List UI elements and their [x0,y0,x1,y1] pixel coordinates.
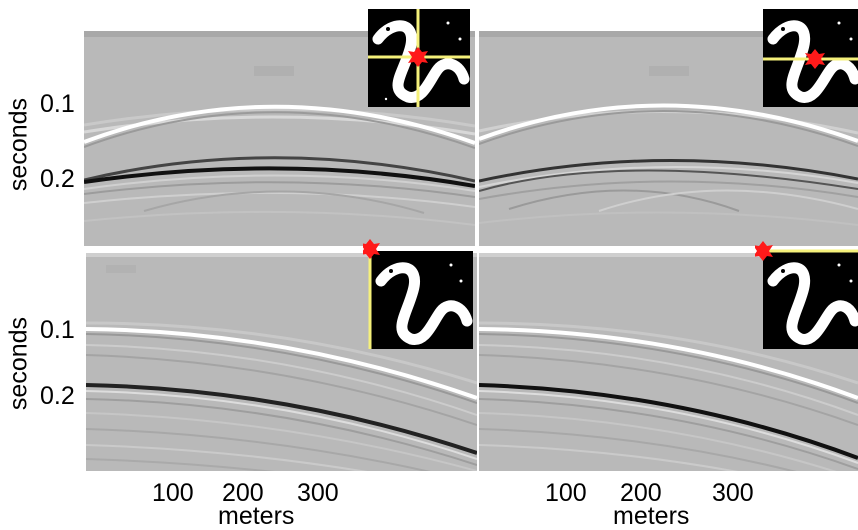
white-reflection [479,327,858,400]
snake-shape [372,20,470,103]
x-tick-right-100: 100 [545,479,587,507]
source-marker [363,239,380,259]
white-reflection [86,327,477,400]
x-tick-left-300: 300 [297,479,339,507]
x-tick-left-200: 200 [222,479,264,507]
snake-shape [767,20,858,103]
y-tick-top-0-1: 0.1 [40,90,75,118]
inset-bottom-left [363,237,473,349]
y-axis-label-top: seconds [4,97,33,192]
black-reflection [84,166,475,188]
source-marker [805,49,825,69]
y-axis-label-bottom: seconds [4,316,33,411]
y-tick-top-0-2: 0.2 [40,165,75,193]
white-reflection [84,104,475,145]
x-tick-right-300: 300 [712,479,754,507]
x-tick-left-100: 100 [152,479,194,507]
x-tick-right-200: 200 [620,479,662,507]
x-axis-label-right: meters [613,502,690,530]
source-marker [755,241,773,261]
x-axis-label-left: meters [218,502,295,530]
snake-shape [767,262,858,345]
snake-shape [375,262,473,345]
inset-top-left [368,9,470,107]
y-tick-bottom-0-1: 0.1 [40,316,75,344]
black-reflection [479,159,858,183]
y-tick-bottom-0-2: 0.2 [40,382,75,410]
source-marker [408,47,428,67]
inset-bottom-right [755,239,858,349]
black-reflection [86,383,477,455]
black-reflection [479,383,858,460]
inset-top-right [763,9,858,107]
white-reflection [479,103,858,143]
